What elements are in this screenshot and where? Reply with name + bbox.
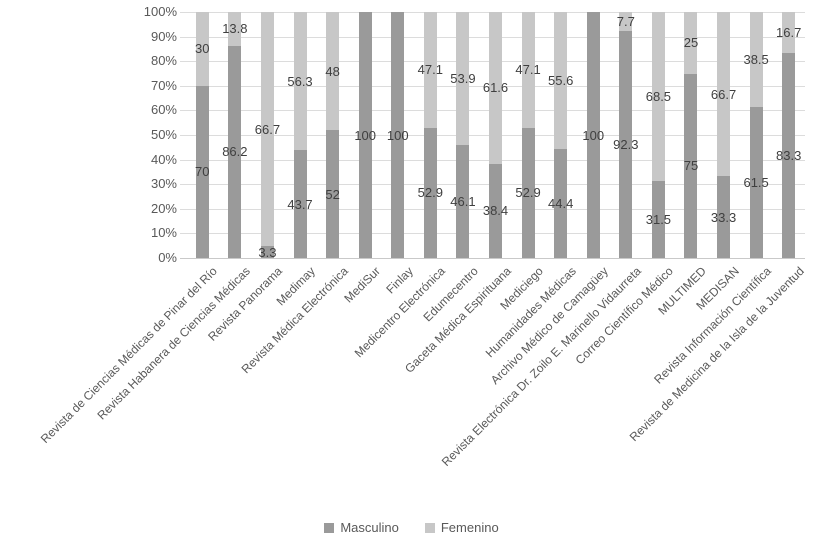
y-axis-tick-label: 60% — [150, 102, 177, 117]
bar-segment-masculino[interactable] — [456, 144, 470, 258]
data-label-femenino: 25 — [683, 35, 699, 51]
data-label-masculino: 75 — [683, 158, 699, 174]
data-label-masculino: 52.9 — [515, 185, 541, 201]
data-label-femenino: 66.7 — [710, 86, 737, 102]
bar-segment-femenino[interactable] — [489, 12, 502, 164]
bar-segment-femenino[interactable] — [260, 12, 274, 247]
data-label-masculino: 100 — [354, 127, 377, 143]
data-label-femenino: 38.5 — [743, 51, 769, 67]
data-label-masculino: 86.2 — [222, 144, 248, 160]
bar-segment-femenino[interactable] — [651, 12, 665, 181]
data-label-masculino: 92.3 — [613, 136, 639, 152]
y-axis-tick-label: 30% — [150, 176, 177, 191]
y-axis-tick-label: 40% — [150, 152, 177, 167]
data-label-masculino: 100 — [386, 127, 409, 143]
bar-segment-femenino[interactable] — [554, 12, 568, 149]
bar-segment-femenino[interactable] — [293, 12, 307, 151]
y-axis-tick-label: 20% — [150, 201, 177, 216]
bar-segment-femenino[interactable] — [782, 12, 796, 54]
y-axis-tick-label: 50% — [150, 127, 177, 142]
y-axis-tick-label: 80% — [150, 53, 177, 68]
data-label-masculino: 31.5 — [645, 211, 672, 227]
data-label-femenino: 48 — [325, 63, 340, 79]
bar-segment-masculino[interactable] — [293, 150, 307, 258]
bar-segment-masculino[interactable] — [228, 45, 242, 258]
data-label-masculino: 43.7 — [287, 196, 313, 212]
bar-segment-femenino[interactable] — [228, 12, 242, 46]
bar-segment-masculino[interactable] — [391, 12, 405, 258]
bar-segment-femenino[interactable] — [749, 12, 763, 107]
bar-segment-masculino[interactable] — [260, 246, 274, 258]
bar-segment-masculino[interactable] — [195, 85, 209, 258]
legend-label: Masculino — [340, 520, 399, 535]
data-label-masculino: 100 — [582, 127, 605, 143]
bar-segment-femenino[interactable] — [456, 12, 470, 145]
legend-label: Femenino — [440, 520, 499, 535]
y-axis-tick-label: 10% — [150, 225, 177, 240]
bar-segment-femenino[interactable] — [684, 12, 698, 74]
data-label-masculino: 52 — [325, 186, 340, 202]
y-axis-tick-label: 100% — [143, 4, 177, 19]
data-label-masculino: 52.9 — [417, 185, 443, 201]
bar-segment-masculino[interactable] — [717, 176, 731, 258]
bar-segment-masculino[interactable] — [782, 53, 796, 258]
legend-swatch-icon — [324, 522, 335, 533]
data-label-femenino: 55.6 — [548, 72, 574, 88]
data-label-femenino: 68.5 — [645, 88, 672, 104]
bar-segment-femenino[interactable] — [521, 12, 535, 128]
data-label-femenino: 7.7 — [616, 13, 635, 29]
bar-segment-femenino[interactable] — [717, 12, 731, 177]
bar-segment-masculino[interactable] — [749, 106, 763, 258]
data-label-femenino: 47.1 — [417, 62, 443, 78]
y-axis-tick-label: 70% — [150, 78, 177, 93]
x-axis-line — [180, 258, 805, 259]
data-label-femenino: 53.9 — [450, 70, 476, 86]
data-label-masculino: 61.5 — [743, 174, 769, 190]
bar-segment-femenino[interactable] — [619, 12, 633, 31]
data-label-femenino: 13.8 — [222, 21, 248, 37]
y-axis-tick-label: 90% — [150, 29, 177, 44]
bar-segment-masculino[interactable] — [651, 180, 665, 258]
data-label-femenino: 30 — [195, 41, 210, 57]
data-label-masculino: 3.3 — [258, 244, 277, 260]
bar-segment-femenino[interactable] — [423, 12, 437, 128]
bar-segment-masculino[interactable] — [619, 30, 633, 258]
bar-segment-masculino[interactable] — [521, 127, 535, 258]
data-label-masculino: 33.3 — [710, 209, 737, 225]
legend-swatch-icon — [424, 522, 435, 533]
data-label-femenino: 16.7 — [776, 25, 802, 41]
data-label-femenino: 61.6 — [482, 80, 509, 96]
data-label-femenino: 66.7 — [254, 121, 281, 137]
bar-segment-masculino[interactable] — [586, 12, 600, 258]
y-axis-tick-label: 0% — [158, 250, 177, 265]
data-label-masculino: 44.4 — [548, 195, 574, 211]
chart-legend: Masculino Femenino — [0, 520, 823, 535]
data-label-masculino: 70 — [195, 164, 210, 180]
data-label-masculino: 46.1 — [450, 193, 476, 209]
legend-item-femenino[interactable]: Femenino — [424, 520, 499, 535]
legend-item-masculino[interactable]: Masculino — [324, 520, 399, 535]
bar-segment-masculino[interactable] — [554, 148, 568, 258]
bar-segment-femenino[interactable] — [326, 12, 340, 131]
data-label-masculino: 83.3 — [776, 148, 802, 164]
bar-segment-masculino[interactable] — [684, 73, 698, 258]
bar-segment-masculino[interactable] — [489, 163, 502, 258]
bar-segment-masculino[interactable] — [423, 127, 437, 258]
data-label-femenino: 47.1 — [515, 62, 541, 78]
data-label-masculino: 38.4 — [482, 203, 509, 219]
bar-segment-masculino[interactable] — [326, 130, 340, 258]
bar-segment-femenino[interactable] — [195, 12, 209, 86]
data-label-femenino: 56.3 — [287, 73, 313, 89]
bar-segment-masculino[interactable] — [358, 12, 372, 258]
